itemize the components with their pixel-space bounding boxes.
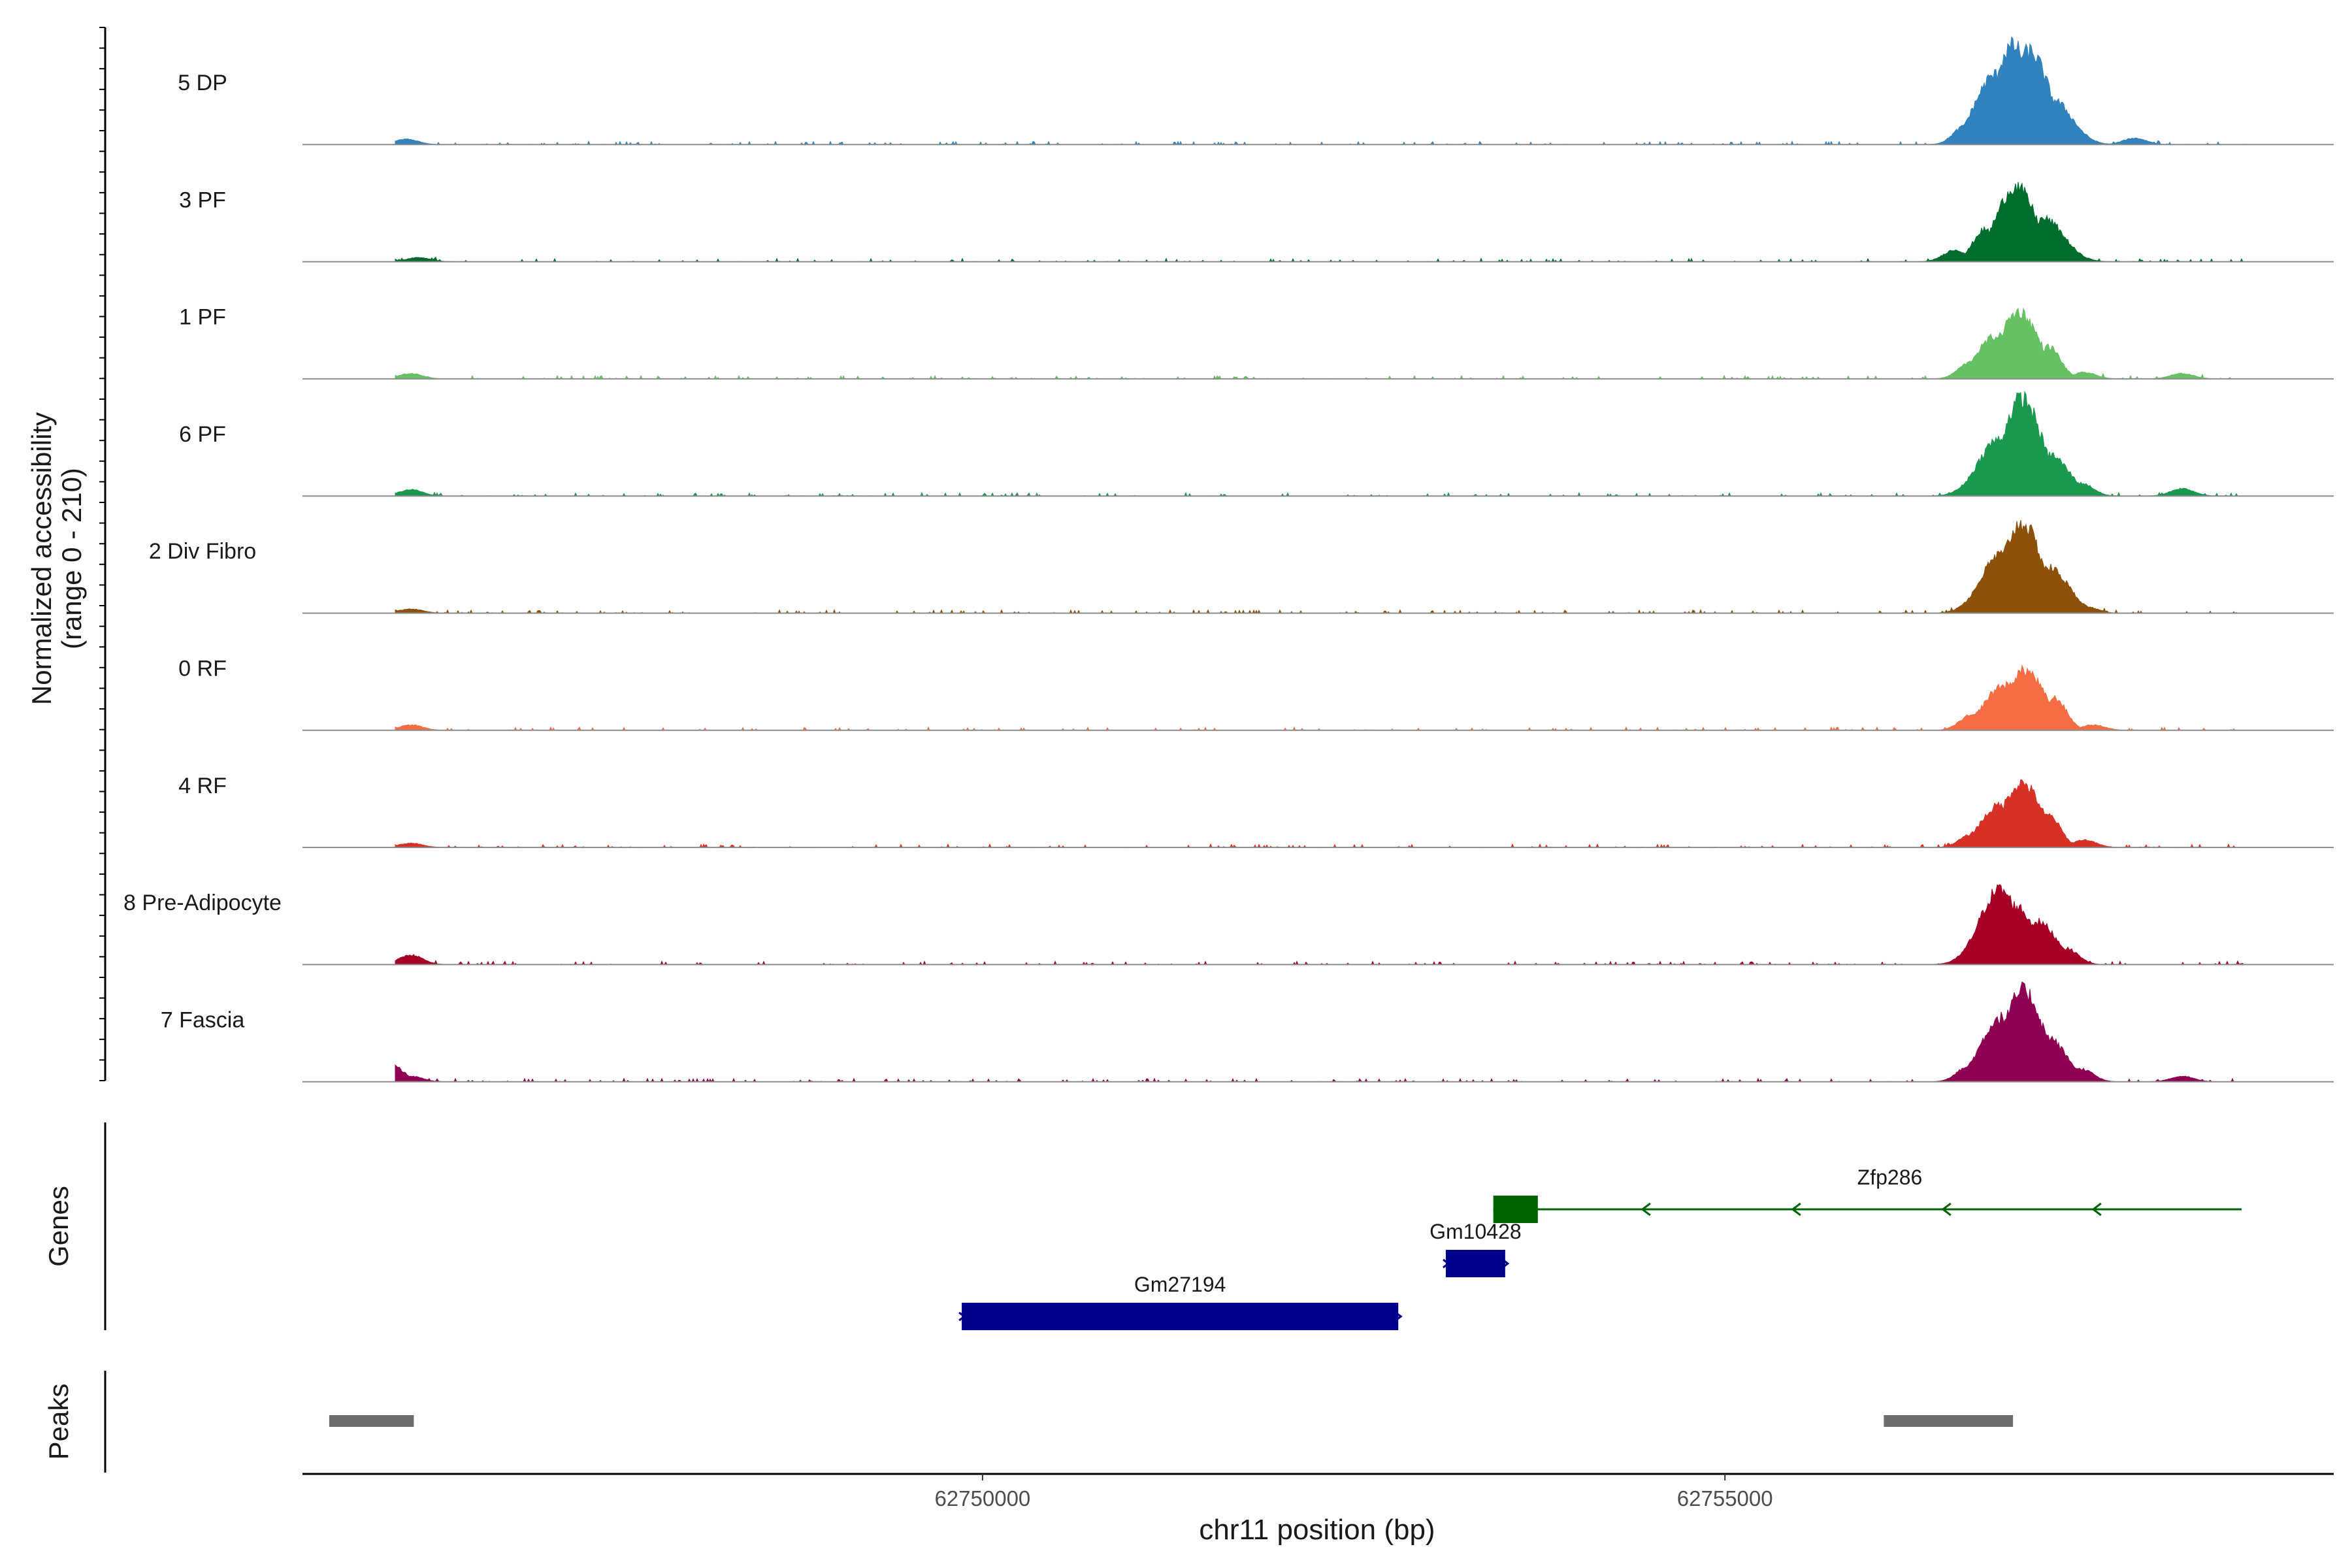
- strand-arrow: [1791, 1202, 1801, 1217]
- genes-track-title: Genes: [43, 1186, 74, 1267]
- gene-zfp286: Zfp286: [1493, 1166, 2242, 1223]
- x-tick-label: 62750000: [934, 1486, 1030, 1511]
- strand-arrow: [1641, 1202, 1651, 1217]
- track-label: 7 Fascia: [161, 1007, 245, 1032]
- genes-track: Zfp286 Gm10428 Gm27194: [958, 1166, 2242, 1330]
- peaks-track: [329, 1415, 2014, 1427]
- track-label: 0 RF: [178, 657, 227, 681]
- x-tick-label: 62755000: [1677, 1486, 1773, 1511]
- gene-exon: [962, 1303, 1399, 1330]
- coverage-y-axis-ticks: [99, 27, 105, 1081]
- track-label: 6 PF: [179, 422, 226, 447]
- track-label: 2 Div Fibro: [149, 539, 256, 564]
- track-2-div-fibro: 2 Div Fibro: [149, 519, 2334, 614]
- gene-label: Gm10428: [1429, 1220, 1522, 1243]
- strand-arrow: [1941, 1202, 1952, 1217]
- track-5-dp: 5 DP: [178, 36, 2334, 146]
- track-label: 8 Pre-Adipocyte: [123, 890, 282, 915]
- track-label: 1 PF: [179, 305, 226, 330]
- track-label: 5 DP: [178, 71, 227, 95]
- gene-label: Gm27194: [1134, 1273, 1226, 1296]
- track-1-pf: 1 PF: [179, 305, 2334, 380]
- peak-region: [329, 1415, 414, 1427]
- strand-arrow: [1443, 1258, 1450, 1269]
- track-8-pre-adipocyte: 8 Pre-Adipocyte: [123, 884, 2334, 966]
- gene-exon: [1445, 1250, 1505, 1277]
- strand-arrow: [2091, 1202, 2102, 1217]
- gene-gm10428: Gm10428: [1429, 1220, 1522, 1277]
- peaks-track-title: Peaks: [43, 1384, 74, 1460]
- track-0-rf: 0 RF: [178, 657, 2334, 732]
- track-3-pf: 3 PF: [179, 182, 2334, 263]
- x-axis-title: chr11 position (bp): [1199, 1514, 1435, 1546]
- gene-gm27194: Gm27194: [958, 1273, 1403, 1330]
- track-label: 3 PF: [179, 188, 226, 212]
- track-7-fascia: 7 Fascia: [161, 981, 2334, 1083]
- strand-arrow: [1501, 1258, 1510, 1269]
- peak-region: [1884, 1415, 2014, 1427]
- strand-arrow: [1395, 1311, 1403, 1322]
- coverage-tracks: 5 DP 3 PF 1 PF 6 PF 2 Div Fibro 0 RF 4 RF 8 Pre…: [123, 36, 2334, 1083]
- track-4-rf: 4 RF: [178, 774, 2334, 849]
- y-axis-title-line2: (range 0 - 210): [56, 468, 87, 649]
- track-6-pf: 6 PF: [179, 391, 2334, 497]
- gene-label: Zfp286: [1857, 1166, 1923, 1189]
- y-axis-title-line1: Normalized accessibility: [26, 412, 57, 705]
- track-label: 4 RF: [178, 774, 227, 798]
- strand-arrow: [958, 1311, 966, 1322]
- x-axis-ticks: 62750000 62755000: [934, 1474, 1773, 1511]
- gene-exon: [1493, 1196, 1538, 1223]
